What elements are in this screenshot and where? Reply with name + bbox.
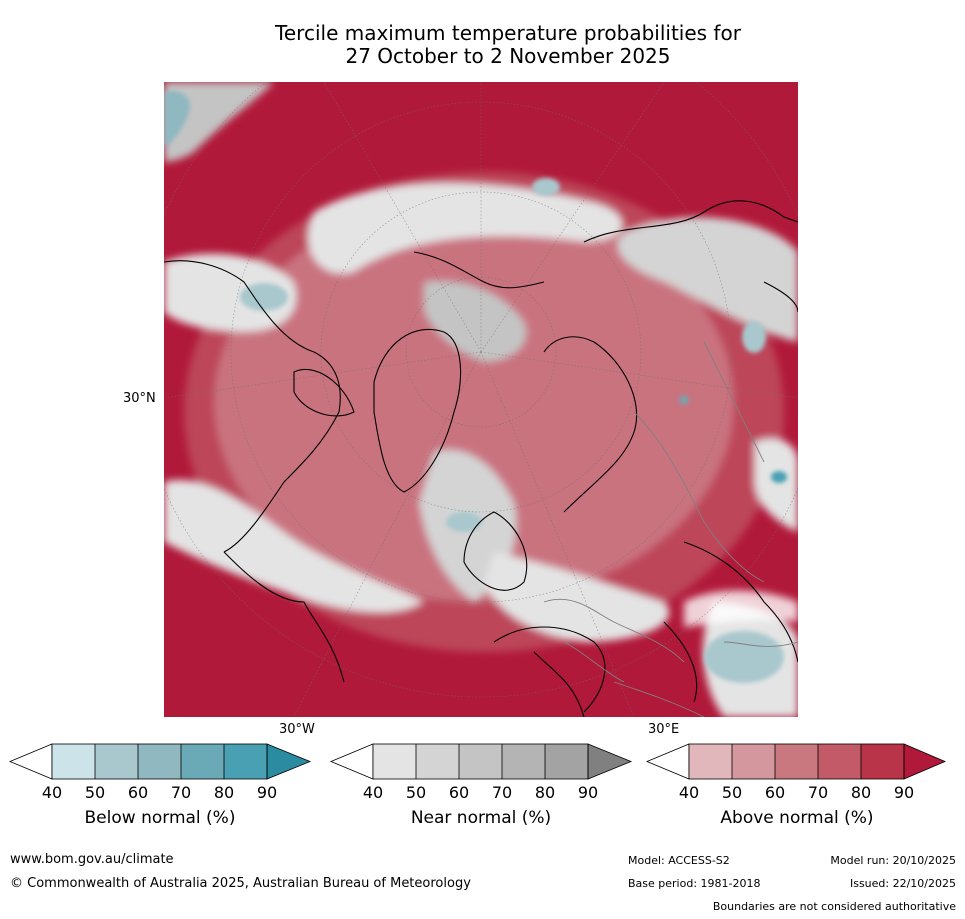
tick-label: 60 [127, 783, 149, 802]
colorbar-below-bin-50-60 [95, 744, 138, 779]
colorbar-below-bin-40-50 [52, 744, 95, 779]
colorbar-below-normal: 40 50 60 70 80 90 Below normal (%) [8, 743, 312, 828]
tick-label: 50 [84, 783, 106, 802]
colorbar-near-lower-extension [329, 743, 374, 780]
longitude-label-30w: 30°W [279, 722, 315, 737]
longitude-label-30e: 30°E [648, 722, 680, 737]
colorbar-near-ticks: 40 50 60 70 80 90 [331, 783, 631, 803]
colorbar-below-title: Below normal (%) [84, 808, 236, 828]
colorbar-above-bin-80-90 [861, 744, 904, 779]
tick-label: 80 [850, 783, 872, 802]
colorbar-above-normal: 40 50 60 70 80 90 Above normal (%) [645, 743, 947, 828]
tick-label: 80 [213, 783, 235, 802]
colorbar-above-bin-70-80 [818, 744, 861, 779]
tick-label: 40 [362, 783, 384, 802]
colorbar-near-upper-extension [587, 743, 633, 780]
colorbar-above-swatches [645, 743, 947, 780]
colorbar-below-upper-extension [266, 743, 312, 780]
footer-copyright: © Commonwealth of Australia 2025, Austra… [10, 876, 471, 891]
tick-label: 50 [405, 783, 427, 802]
tick-label: 70 [491, 783, 513, 802]
colorbar-near-swatches [329, 743, 633, 780]
colorbar-below-lower-extension [8, 743, 53, 780]
colorbar-below-swatches [8, 743, 312, 780]
colorbar-below-bin-80-90 [224, 744, 267, 779]
tick-label: 90 [893, 783, 915, 802]
footer-boundaries-note: Boundaries are not considered authoritat… [712, 900, 956, 913]
colorbar-near-bin-80-90 [545, 744, 588, 779]
polar-probability-map [164, 82, 798, 717]
graticule [164, 82, 798, 717]
footer-url: www.bom.gov.au/climate [10, 852, 174, 867]
colorbar-above-upper-extension [903, 743, 947, 780]
coastlines [164, 200, 798, 717]
colorbar-above-bin-40-50 [689, 744, 732, 779]
colorbar-near-bin-40-50 [373, 744, 416, 779]
colorbar-near-title: Near normal (%) [410, 808, 552, 828]
colorbar-near-bin-50-60 [416, 744, 459, 779]
footer-model-run: Model run: 20/10/2025 [830, 854, 956, 867]
country-boundaries [543, 341, 798, 717]
colorbar-near-bin-60-70 [459, 744, 502, 779]
title-line-1: Tercile maximum temperature probabilitie… [275, 21, 741, 45]
probability-shading [164, 82, 798, 717]
footer-model: Model: ACCESS-S2 [628, 854, 730, 867]
chart-title: Tercile maximum temperature probabilitie… [0, 22, 965, 68]
tick-label: 40 [678, 783, 700, 802]
tick-label: 80 [534, 783, 556, 802]
colorbar-below-bin-70-80 [181, 744, 224, 779]
colorbar-above-title: Above normal (%) [720, 808, 874, 828]
tick-label: 70 [807, 783, 829, 802]
colorbar-above-bin-60-70 [775, 744, 818, 779]
tick-label: 50 [721, 783, 743, 802]
tick-label: 90 [577, 783, 599, 802]
colorbar-below-ticks: 40 50 60 70 80 90 [10, 783, 310, 803]
below-normal-patches [164, 90, 787, 683]
colorbar-above-ticks: 40 50 60 70 80 90 [647, 783, 947, 803]
title-line-2: 27 October to 2 November 2025 [345, 44, 671, 68]
footer-base-period: Base period: 1981-2018 [628, 877, 761, 890]
map-canvas [164, 82, 798, 717]
tick-label: 40 [41, 783, 63, 802]
tick-label: 70 [170, 783, 192, 802]
tick-label: 60 [764, 783, 786, 802]
colorbar-below-bin-60-70 [138, 744, 181, 779]
tick-label: 90 [256, 783, 278, 802]
colorbar-above-bin-50-60 [732, 744, 775, 779]
tick-label: 60 [448, 783, 470, 802]
latitude-label-30n: 30°N [123, 391, 156, 406]
colorbar-near-normal: 40 50 60 70 80 90 Near normal (%) [329, 743, 633, 828]
colorbar-near-bin-70-80 [502, 744, 545, 779]
colorbar-above-lower-extension [645, 743, 690, 780]
footer-issued: Issued: 22/10/2025 [849, 877, 956, 890]
